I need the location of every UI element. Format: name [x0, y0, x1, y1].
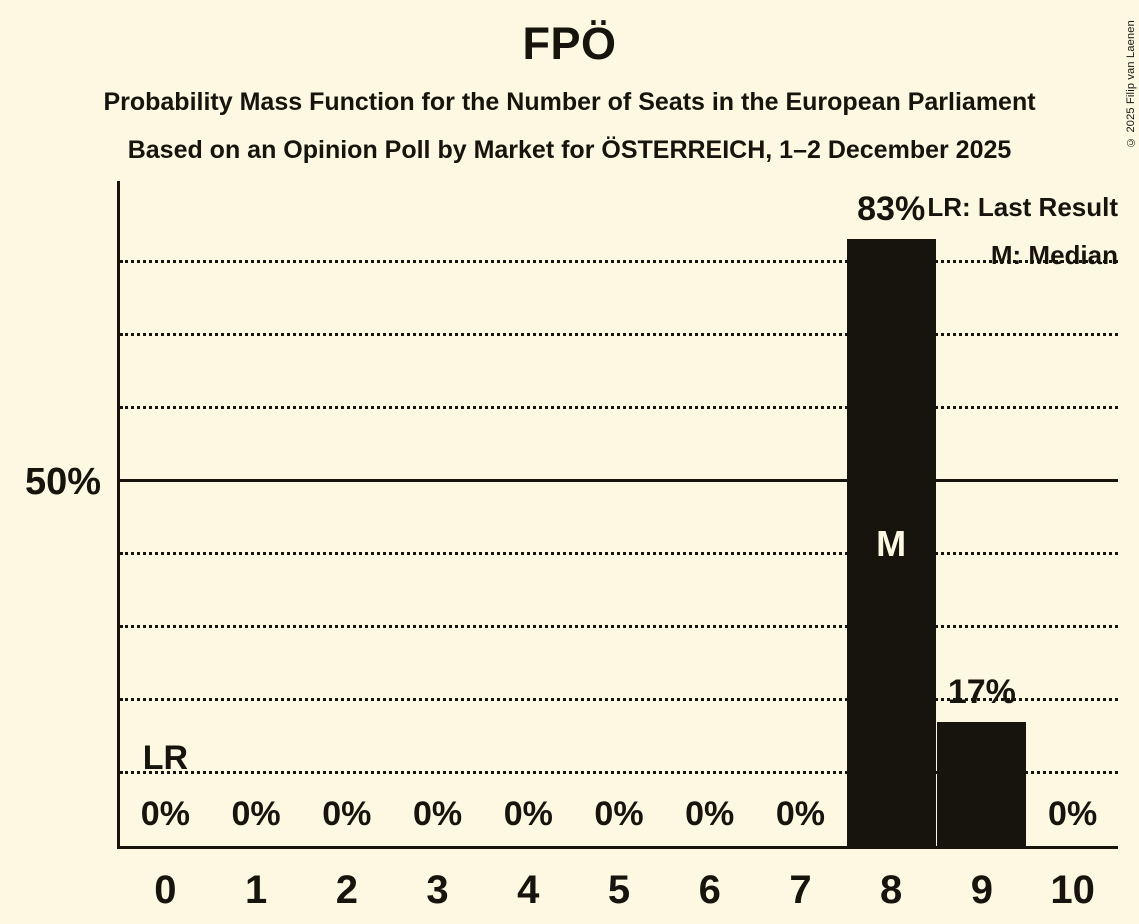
legend-median: M: Median: [990, 240, 1118, 270]
last-result-marker-label: LR: [142, 739, 189, 777]
gridline-70pct: [120, 332, 1118, 336]
bar-value-label-2: 0%: [322, 795, 372, 833]
x-tick-label-2: 2: [335, 868, 358, 912]
x-tick-label-8: 8: [880, 868, 903, 912]
bar-value-label-9: 17%: [947, 672, 1016, 711]
y-axis-tick-label: 50%: [24, 461, 101, 503]
gridline-10pct: [120, 771, 1118, 775]
chart-legend: LR: Last Result M: Median: [927, 183, 1118, 279]
x-tick-label-1: 1: [244, 868, 268, 912]
gridline-80pct: [120, 259, 1118, 263]
bar-value-label-4: 0%: [503, 795, 553, 833]
gridline-40pct: [120, 552, 1118, 556]
plot-inner: 0% LR 0% 0% 0% 0% 0% 0% 0% 83% M 17% 0%: [120, 181, 1118, 846]
bar-seats-9: [937, 721, 1027, 846]
bar-value-label-1: 0%: [231, 795, 281, 833]
copyright-notice: © 2025 Filip van Laenen: [1125, 20, 1137, 148]
x-tick-label-0: 0: [154, 868, 177, 912]
median-marker-label: M: [876, 522, 907, 564]
bar-value-label-7: 0%: [775, 795, 825, 833]
gridline-50pct-solid: [120, 479, 1118, 483]
x-tick-label-6: 6: [698, 868, 721, 912]
x-tick-label-5: 5: [607, 868, 631, 912]
x-tick-label-10: 10: [1050, 868, 1095, 912]
gridline-20pct: [120, 698, 1118, 702]
gridline-30pct: [120, 625, 1118, 629]
x-tick-label-4: 4: [517, 868, 540, 912]
bar-value-label-0: 0%: [140, 795, 190, 833]
plot-area: 0% LR 0% 0% 0% 0% 0% 0% 0% 83% M 17% 0%: [117, 181, 1118, 849]
legend-last-result: LR: Last Result: [927, 192, 1118, 222]
x-axis: 0 1 2 3 4 5 6 7 8 9 10: [120, 866, 1118, 914]
bar-seats-8: [846, 239, 936, 846]
bar-value-label-10: 0%: [1048, 795, 1098, 833]
x-tick-label-7: 7: [789, 868, 812, 912]
bar-value-label-8: 83%: [857, 190, 926, 229]
bar-value-label-5: 0%: [594, 795, 644, 833]
chart-title: FPÖ: [522, 18, 617, 69]
chart-subtitle-2: Based on an Opinion Poll by Market for Ö…: [127, 136, 1012, 164]
bar-value-label-3: 0%: [412, 795, 463, 833]
gridline-60pct: [120, 406, 1118, 410]
x-tick-label-9: 9: [970, 868, 994, 912]
bar-value-label-6: 0%: [685, 795, 735, 833]
x-tick-label-3: 3: [426, 868, 449, 912]
chart-subtitle-1: Probability Mass Function for the Number…: [103, 88, 1036, 116]
